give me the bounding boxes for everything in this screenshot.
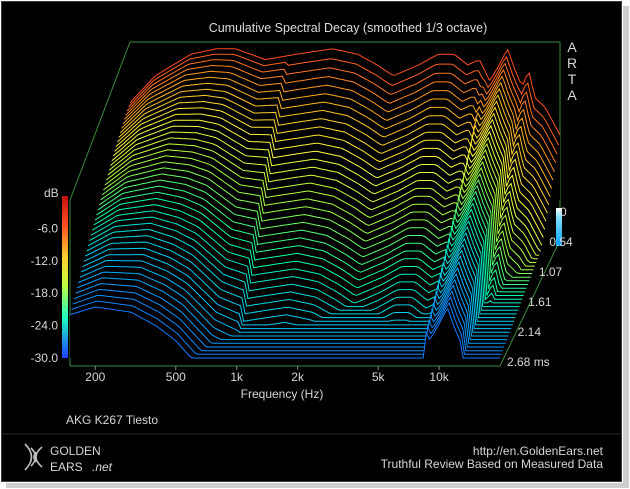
decay-slice-line xyxy=(92,210,523,301)
decay-slice-line xyxy=(115,107,547,222)
brand-line-2: EARS xyxy=(50,460,83,474)
frequency-tick-label: 1k xyxy=(230,370,244,384)
goldenears-logo-icon xyxy=(24,443,43,471)
time-tick-label: 0 xyxy=(560,205,567,219)
time-tick-label: 2.14 xyxy=(518,325,542,339)
frame-shadow-bottom xyxy=(6,483,629,488)
decay-slice-line xyxy=(107,143,538,260)
db-tick-labels: -6.0 -12.0 -18.0 -24.0 -30.0 xyxy=(31,221,59,365)
decay-slice-line xyxy=(78,271,509,337)
frequency-tick-label: 200 xyxy=(85,370,105,384)
db-color-scale xyxy=(62,196,68,358)
decay-slice-line xyxy=(108,137,540,256)
decay-slice-line xyxy=(93,204,524,296)
decay-slice-line xyxy=(79,265,510,333)
time-tick-label: 0.54 xyxy=(549,235,573,249)
time-color-scale xyxy=(556,208,562,246)
site-url: http://en.GoldenEars.net xyxy=(473,444,604,458)
waterfall-slices xyxy=(69,48,561,359)
decay-slice-line xyxy=(74,289,505,348)
decay-slice-line xyxy=(125,64,557,164)
brand-line-1: GOLDEN xyxy=(50,444,101,458)
decay-slice-fill xyxy=(70,307,500,358)
decay-slice-line xyxy=(119,88,551,198)
decay-slice-line xyxy=(75,283,506,344)
decay-slice-line xyxy=(72,294,503,352)
decay-slice-line xyxy=(87,229,519,313)
decay-slice-line xyxy=(118,94,550,206)
device-name: AKG K267 Tiesto xyxy=(66,413,158,427)
chart-title: Cumulative Spectral Decay (smoothed 1/3 … xyxy=(209,21,488,35)
frequency-tick-label: 5k xyxy=(372,370,386,384)
decay-slice-line xyxy=(76,277,507,341)
decay-slice-line xyxy=(83,247,514,322)
decay-slice-line xyxy=(110,131,541,252)
decay-slice-line xyxy=(112,119,544,238)
decay-slice-line xyxy=(111,125,543,246)
frequency-tick-label: 500 xyxy=(166,370,186,384)
decay-slice-line xyxy=(69,306,500,359)
decay-slice-line xyxy=(103,161,534,271)
decay-slice-line xyxy=(101,167,533,274)
frequency-tick-label: 2k xyxy=(291,370,305,384)
decay-slice-line xyxy=(122,76,554,181)
decay-slice-line xyxy=(82,254,513,326)
decay-slice-line xyxy=(104,155,535,267)
decay-slice-line xyxy=(114,113,546,230)
db-axis-label: dB xyxy=(44,186,59,200)
db-tick-label: -6.0 xyxy=(37,221,58,235)
decay-slice-line xyxy=(90,216,521,304)
time-tick-label: 1.61 xyxy=(528,295,552,309)
time-tick-labels: 0 0.54 1.07 1.61 2.14 2.68 ms xyxy=(507,205,573,369)
decay-slice-line xyxy=(99,179,530,282)
time-tick-label: 2.68 ms xyxy=(507,355,550,369)
decay-slice-line xyxy=(96,191,527,289)
frequency-axis-label: Frequency (Hz) xyxy=(241,387,324,401)
db-tick-label: -12.0 xyxy=(31,254,59,268)
decay-slice-line xyxy=(124,70,555,172)
decay-slice-line xyxy=(71,300,502,355)
db-tick-label: -18.0 xyxy=(31,286,59,300)
db-tick-label: -30.0 xyxy=(31,351,59,365)
decay-slice-line xyxy=(89,222,520,308)
decay-slice-line xyxy=(129,48,561,136)
decay-slice-line xyxy=(121,82,553,189)
decay-slice-line xyxy=(128,53,560,146)
decay-slice-line xyxy=(117,100,548,214)
decay-slice-line xyxy=(100,173,531,278)
decay-slice-line xyxy=(86,235,517,315)
decay-slice-line xyxy=(97,185,528,285)
site-tagline: Truthful Review Based on Measured Data xyxy=(381,457,604,471)
db-tick-label: -24.0 xyxy=(31,319,59,333)
time-tick-label: 1.07 xyxy=(539,265,563,279)
decay-slice-line xyxy=(105,149,537,263)
frequency-tick-label: 10k xyxy=(429,370,449,384)
frame-shadow-right xyxy=(623,6,629,485)
decay-slice-line xyxy=(85,241,516,319)
decay-slice-line xyxy=(94,197,526,293)
decay-slice-line xyxy=(80,259,512,330)
decay-slice-line xyxy=(126,59,558,155)
brand-suffix: .net xyxy=(92,460,113,474)
chart-3d-frame xyxy=(69,41,561,367)
decay-slice-fill xyxy=(71,301,502,355)
frequency-tick-labels: 200 500 1k 2k 5k 10k xyxy=(85,366,450,384)
